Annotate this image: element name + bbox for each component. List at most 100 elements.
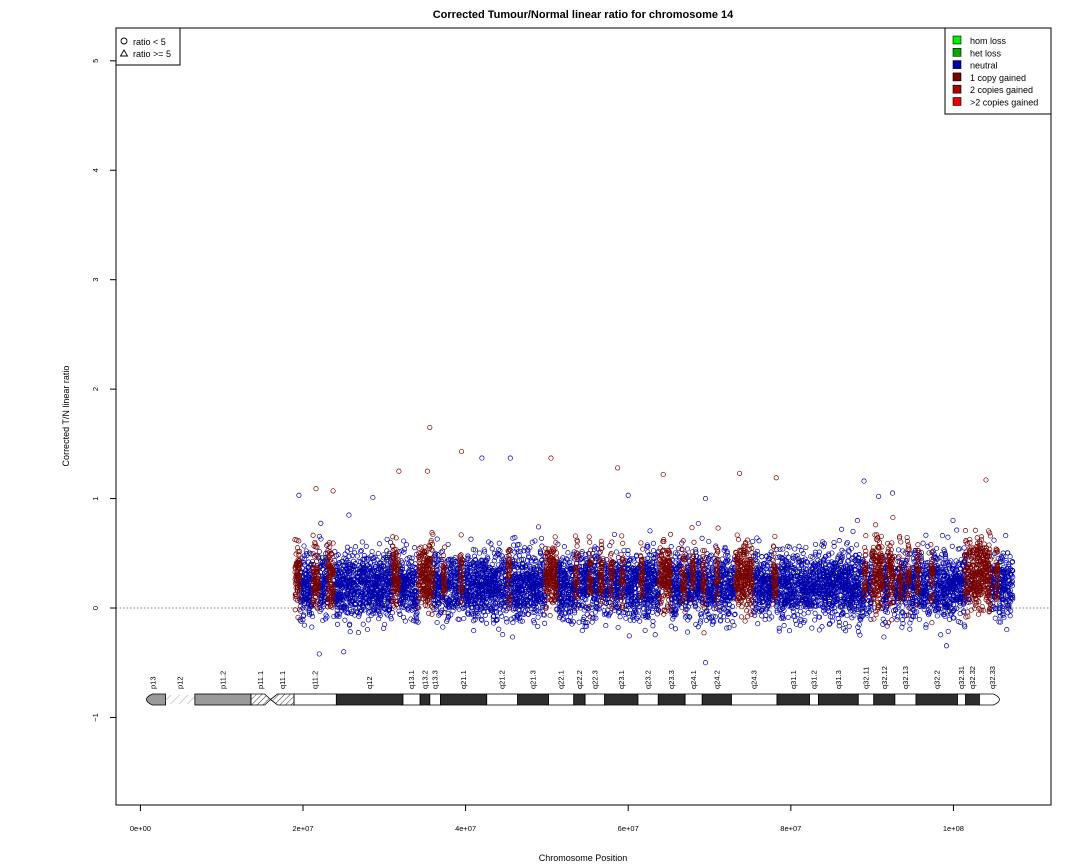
neutral-point	[389, 610, 395, 616]
neutral-point	[615, 624, 621, 631]
neutral-point	[668, 623, 674, 629]
neutral-point	[849, 556, 855, 562]
neutral-point	[439, 548, 445, 554]
neutral-point	[809, 625, 815, 631]
neutral-point	[829, 550, 835, 556]
neutral-point	[533, 604, 540, 611]
neutral-point	[704, 550, 710, 557]
neutral-point	[684, 546, 691, 552]
neutral-point	[943, 643, 950, 649]
neutral-point	[652, 632, 658, 638]
neutral-point	[450, 608, 456, 614]
neutral-point	[346, 553, 352, 559]
neutral-point	[685, 629, 691, 635]
neutral-point	[776, 628, 782, 634]
neutral-point	[467, 568, 473, 574]
neutral-point	[945, 534, 951, 540]
neutral-point	[920, 540, 926, 546]
neutral-point	[611, 531, 617, 537]
neutral-point	[478, 616, 484, 622]
neutral-point	[318, 536, 324, 542]
neutral-point	[813, 541, 819, 547]
neutral-point	[836, 538, 842, 544]
neutral-point	[831, 543, 837, 549]
neutral-point	[363, 543, 369, 549]
neutral-point	[623, 615, 629, 621]
neutral-point	[854, 542, 860, 548]
neutral-point	[827, 614, 833, 620]
neutral-point	[709, 621, 715, 627]
neutral-point	[880, 616, 886, 622]
neutral-point	[945, 628, 951, 634]
neutral-point	[650, 618, 656, 624]
neutral-point	[805, 610, 811, 616]
neutral-point	[461, 615, 467, 622]
neutral-point	[794, 553, 800, 559]
neutral-point	[579, 628, 585, 634]
neutral-point	[916, 616, 922, 623]
neutral-point	[504, 619, 510, 625]
neutral-point	[1007, 613, 1013, 619]
neutral-point	[316, 533, 323, 539]
neutral-point	[381, 625, 387, 631]
neutral-point	[483, 620, 490, 626]
neutral-point	[369, 548, 375, 555]
neutral-point	[812, 610, 818, 616]
neutral-point	[444, 618, 450, 624]
neutral-point	[855, 624, 861, 630]
neutral-point	[538, 535, 545, 541]
neutral-point	[962, 624, 968, 630]
neutral-point	[724, 617, 731, 624]
neutral-point	[645, 549, 651, 555]
neutral-point	[637, 618, 643, 624]
neutral-point	[359, 539, 365, 545]
neutral-point	[965, 599, 971, 605]
neutral-point	[434, 619, 440, 626]
neutral-point	[530, 618, 536, 624]
neutral-point	[647, 528, 653, 534]
neutral-point	[565, 550, 571, 556]
neutral-point	[850, 528, 856, 534]
neutral-point	[668, 544, 674, 550]
neutral-point	[776, 625, 782, 631]
neutral-point	[801, 611, 807, 617]
neutral-point	[613, 549, 619, 555]
neutral-point	[684, 613, 690, 619]
neutral-point	[535, 524, 542, 530]
neutral-point	[570, 619, 576, 625]
neutral-point	[829, 618, 836, 624]
neutral-point	[752, 557, 759, 563]
neutral-point	[539, 543, 545, 549]
neutral-point	[759, 554, 765, 560]
neutral-point	[360, 621, 366, 627]
neutral-point	[342, 551, 348, 557]
neutral-point	[384, 536, 390, 542]
neutral-point	[589, 604, 595, 610]
neutral-point	[786, 628, 793, 634]
neutral-point	[529, 539, 535, 545]
neutral-point	[796, 543, 802, 549]
neutral-point	[695, 606, 701, 612]
neutral-point	[397, 611, 403, 617]
neutral-point	[355, 630, 361, 636]
neutral-point	[676, 546, 682, 552]
neutral-point	[510, 535, 516, 541]
neutral-point	[496, 546, 502, 553]
neutral-point	[699, 535, 705, 541]
neutral-point	[819, 624, 825, 630]
neutral-point	[617, 614, 623, 620]
neutral-point	[812, 617, 818, 623]
neutral-point	[721, 614, 727, 620]
neutral-point	[539, 605, 545, 611]
neutral-point	[414, 610, 420, 616]
neutral-point	[650, 623, 656, 629]
data-layer	[292, 424, 1016, 666]
neutral-point	[510, 634, 516, 640]
neutral-point	[711, 606, 717, 612]
neutral-point	[342, 617, 348, 623]
neutral-point	[318, 520, 324, 526]
neutral-point	[785, 614, 791, 620]
neutral-point	[561, 544, 567, 550]
neutral-point	[471, 618, 477, 624]
